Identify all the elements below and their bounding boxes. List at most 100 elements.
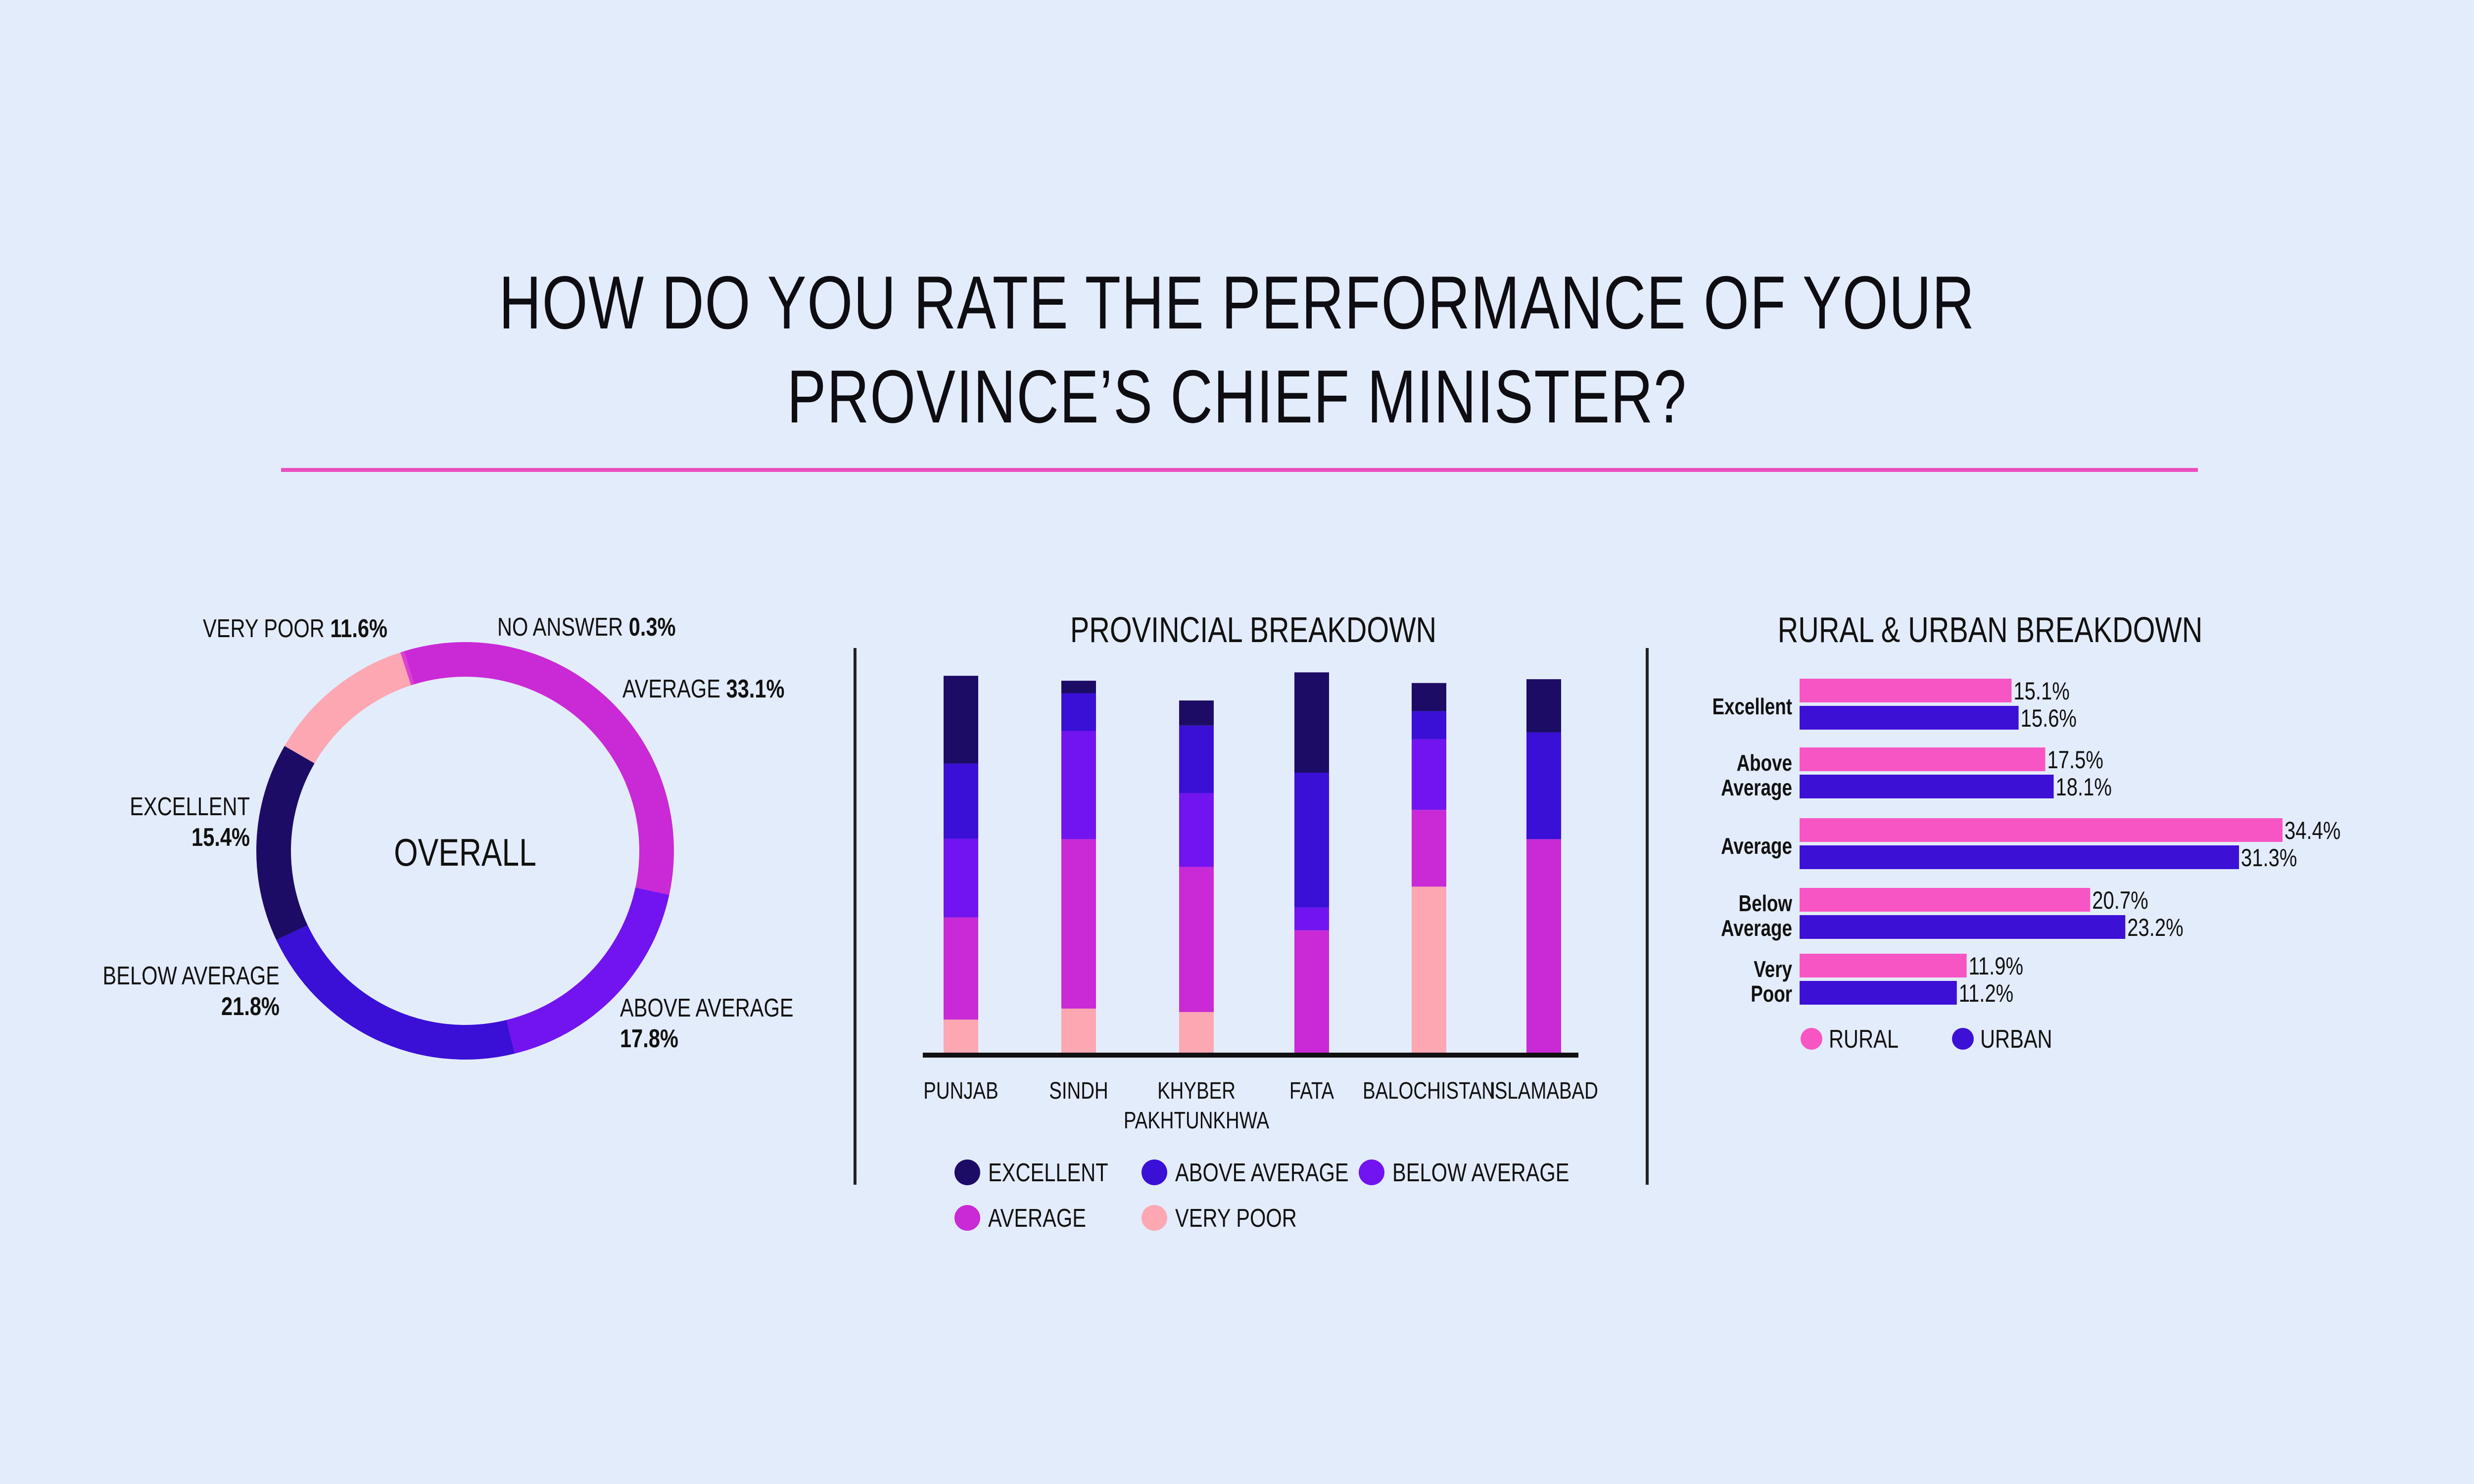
donut-label-below-average-label-group: BELOW AVERAGE [103,961,280,990]
hbar-average-rural [1800,818,2283,842]
bar-khyber-pakhtunkhwa-average [1179,867,1214,1012]
provincial-legend-swatch-0 [954,1159,980,1185]
hbar-ytick-0-0-group: Excellent [1712,694,1792,719]
provincial-xtick-4-0: BALOCHISTAN [1363,1078,1495,1104]
provincial-legend-label-1: ABOVE AVERAGE [1175,1158,1349,1187]
donut-slice-no-answer [400,651,415,686]
donut-label-excellent-value-group: 15.4% [191,823,250,852]
provincial-title-group: PROVINCIAL BREAKDOWN [1070,610,1436,650]
rural-urban-legend-label-1: URBAN [1980,1024,2052,1054]
provincial-title: PROVINCIAL BREAKDOWN [1070,610,1436,650]
rural-urban-legend-label-1-group: URBAN [1980,1024,2052,1054]
provincial-legend-label-4-group: VERY POOR [1175,1204,1297,1233]
bar-sindh-average [1061,839,1096,1009]
panel-divider-right [1646,648,1649,1185]
bar-khyber-pakhtunkhwa-below-average [1179,793,1214,867]
bar-fata-above-average [1294,772,1329,908]
title-line-1: HOW DO YOU RATE THE PERFORMANCE OF YOUR [499,261,1975,345]
donut-label-above-average-label: ABOVE AVERAGE [620,993,794,1022]
hbar-average-urban [1800,845,2239,869]
provincial-legend-label-4: VERY POOR [1175,1204,1297,1233]
donut-label-average-group: AVERAGE 33.1% [622,674,785,703]
hbar-ytick-1-0-group: Above [1737,750,1792,776]
hbar-value-4-0-group: 11.9% [1969,952,2023,980]
hbar-excellent-urban [1800,706,2019,730]
hbar-ytick-4-1-group: Poor [1751,981,1792,1007]
hbar-value-1-1-group: 18.1% [2056,773,2112,801]
bar-khyber-pakhtunkhwa-excellent [1179,700,1214,726]
donut-label-no-answer-value: 0.3% [629,612,676,642]
hbar-value-4-0: 11.9% [1969,952,2023,980]
panel-divider-left [854,648,856,1185]
bar-islamabad-average [1526,839,1561,1053]
provincial-legend-label-2: BELOW AVERAGE [1392,1158,1569,1187]
hbar-below-average-rural [1800,888,2091,912]
donut-label-above-average-value: 17.8% [620,1024,678,1053]
bar-punjab-average [944,917,978,1020]
provincial-legend-swatch-2 [1359,1159,1384,1185]
hbar-ytick-4-1: Poor [1751,981,1792,1007]
provincial-legend-swatch-4 [1142,1205,1167,1231]
donut-label-no-answer-label: NO ANSWER 0.3% [497,612,676,642]
donut-label-above-average-value-group: 17.8% [620,1024,678,1053]
hbar-ytick-2-0: Average [1721,833,1792,859]
provincial-baseline [923,1053,1578,1058]
hbar-value-1-1: 18.1% [2056,773,2112,801]
donut-label-very-poor-label: VERY POOR 11.6% [203,614,387,643]
provincial-xtick-3-0: FATA [1289,1078,1334,1104]
hbar-above-average-urban [1800,775,2054,798]
hbar-value-1-0: 17.5% [2047,746,2103,774]
donut-label-very-poor-value: 11.6% [330,614,387,643]
hbar-value-0-1-group: 15.6% [2021,704,2077,732]
hbar-value-2-0-group: 34.4% [2284,817,2340,844]
donut-label-average-label: AVERAGE 33.1% [622,674,785,703]
hbar-ytick-1-0: Above [1737,750,1792,776]
title-line-2: PROVINCE’S CHIEF MINISTER? [787,355,1687,439]
bar-balochistan-very-poor [1412,886,1446,1053]
donut-label-excellent-label-group: EXCELLENT [130,792,250,821]
hbar-value-2-1: 31.3% [2241,844,2297,872]
hbar-value-1-0-group: 17.5% [2047,746,2103,774]
provincial-xtick-1-0-group: SINDH [1049,1078,1108,1104]
donut-slice-below-average [276,925,515,1060]
bar-fata-excellent [1294,672,1329,773]
provincial-xtick-1-0: SINDH [1049,1078,1108,1104]
hbar-value-3-0: 20.7% [2092,886,2148,914]
donut-label-above-average-label-group: ABOVE AVERAGE [620,993,794,1022]
bar-sindh-below-average [1061,731,1096,839]
provincial-legend-label-3: AVERAGE [988,1204,1086,1233]
donut-slice-very-poor [285,652,411,764]
hbar-ytick-3-0: Below [1739,890,1793,916]
hbar-ytick-3-1: Average [1721,915,1792,941]
provincial-xtick-0-0-group: PUNJAB [923,1078,998,1104]
bar-fata-below-average [1294,907,1329,930]
rural-urban-legend-label-0: RURAL [1829,1024,1899,1054]
hbar-value-3-1-group: 23.2% [2127,914,2183,941]
provincial-legend-swatch-1 [1142,1159,1167,1185]
bar-khyber-pakhtunkhwa-very-poor [1179,1012,1214,1053]
bar-balochistan-excellent [1412,683,1446,711]
hbar-value-4-1: 11.2% [1959,979,2013,1007]
bar-sindh-above-average [1061,693,1096,731]
rural-urban-title: RURAL & URBAN BREAKDOWN [1778,610,2203,650]
hbar-value-4-1-group: 11.2% [1959,979,2013,1007]
bar-khyber-pakhtunkhwa-above-average [1179,725,1214,793]
donut-label-no-answer-group: NO ANSWER 0.3% [497,612,676,642]
rural-urban-legend-label-0-group: RURAL [1829,1024,1899,1054]
title-underline [281,468,2198,472]
bar-islamabad-excellent [1526,679,1561,733]
donut-label-average-value: 33.1% [726,674,785,703]
bar-balochistan-above-average [1412,711,1446,740]
hbar-ytick-1-1: Average [1721,775,1792,800]
provincial-legend-label-1-group: ABOVE AVERAGE [1175,1158,1349,1187]
donut-label-no-answer-label-text: NO ANSWER [497,612,629,642]
donut-slice-above-average [506,887,669,1054]
hbar-value-3-0-group: 20.7% [2092,886,2148,914]
bar-punjab-above-average [944,763,978,839]
bar-sindh-excellent [1061,681,1096,694]
hbar-ytick-3-1-group: Average [1721,915,1792,941]
provincial-xtick-5-0: ISLAMABAD [1489,1078,1598,1104]
hbar-value-2-1-group: 31.3% [2241,844,2297,872]
